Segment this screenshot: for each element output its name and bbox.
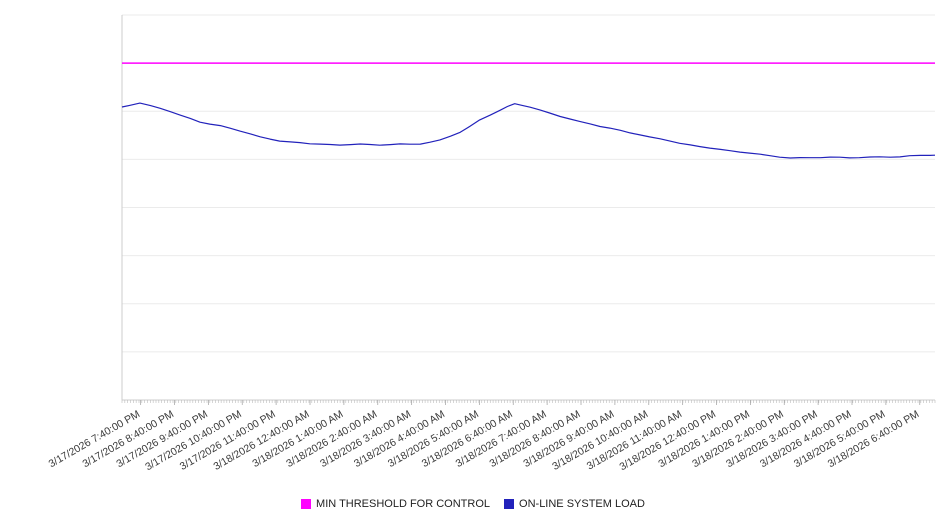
load-legend-swatch-icon (504, 499, 515, 509)
system-load-line (121, 102, 936, 159)
chart-legend: MIN THRESHOLD FOR CONTROL ON-LINE SYSTEM… (0, 498, 946, 510)
legend-item-threshold[interactable]: MIN THRESHOLD FOR CONTROL (301, 498, 490, 510)
legend-label-load: ON-LINE SYSTEM LOAD (519, 498, 645, 510)
legend-item-load[interactable]: ON-LINE SYSTEM LOAD (504, 498, 645, 510)
threshold-legend-swatch-icon (301, 499, 312, 509)
legend-label-threshold: MIN THRESHOLD FOR CONTROL (316, 498, 491, 510)
